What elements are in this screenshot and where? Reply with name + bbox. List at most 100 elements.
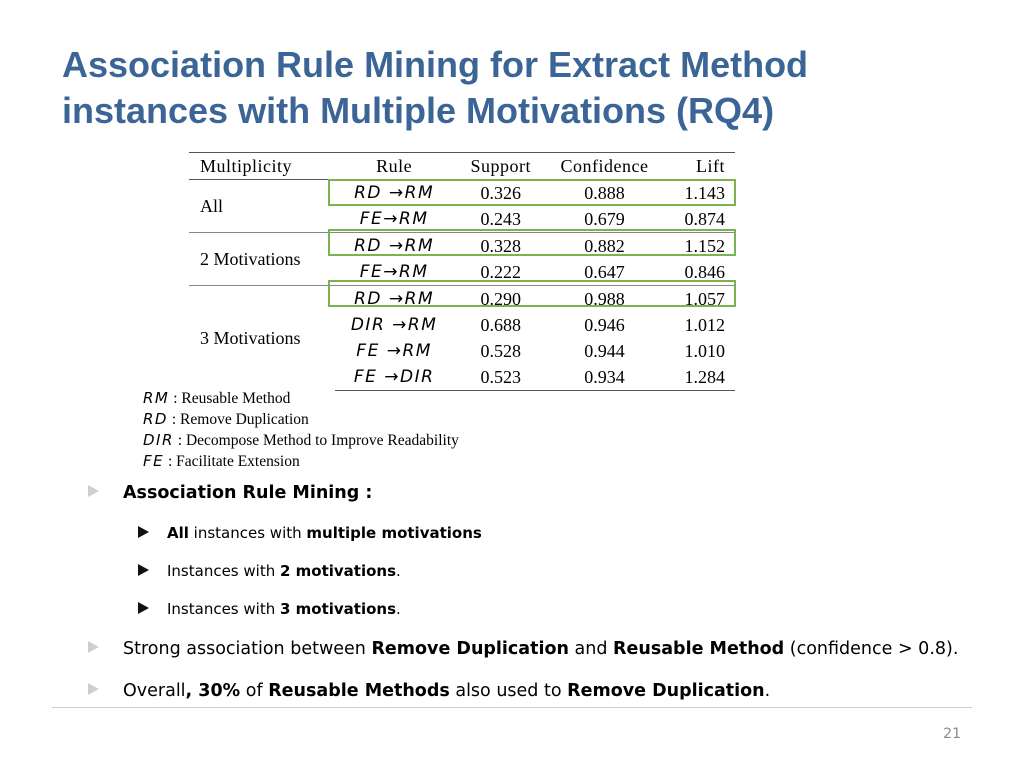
legend-item: RD : Remove Duplication [143, 409, 459, 430]
page-number: 21 [943, 726, 961, 742]
rule-cell: DIR →RM [350, 315, 438, 335]
bullet-association-rule-mining: Association Rule Mining : [88, 483, 372, 503]
bullet-text-bold: multiple motivations [306, 524, 482, 542]
group-label-2-motivations: 2 Motivations [189, 232, 335, 286]
lift-cell: 1.010 [684, 340, 726, 361]
table-row: FE→RM 0.222 0.647 0.846 [189, 259, 735, 286]
rule-cell: FE→RM [359, 209, 429, 229]
bullet-marker-icon [88, 485, 99, 497]
rule-cell: RD →RM [354, 289, 435, 309]
lift-cell: 1.057 [661, 285, 735, 312]
header-confidence: Confidence [547, 152, 662, 180]
lift-cell: 0.846 [684, 261, 726, 282]
table-header-row: Multiplicity Rule Support Confidence Lif… [189, 152, 735, 180]
subbullet-marker-icon [138, 602, 149, 614]
lift-cell: 0.874 [684, 208, 726, 229]
bullet-overall: Overall, 30% of Reusable Methods also us… [88, 681, 770, 701]
bullet-text-bold: Reusable Method [613, 639, 785, 659]
legend-text: : Decompose Method to Improve Readabilit… [177, 432, 459, 449]
header-support: Support [453, 152, 548, 180]
bullet-text: Instances with [167, 562, 280, 580]
lift-cell: 1.143 [661, 179, 735, 206]
support-cell: 0.328 [453, 232, 548, 259]
association-rules-table: Multiplicity Rule Support Confidence Lif… [189, 152, 735, 391]
support-cell: 0.243 [480, 208, 521, 229]
bullet-text: . [396, 562, 401, 580]
support-cell: 0.290 [453, 285, 548, 312]
bullet-marker-icon [88, 683, 99, 695]
slide-title-line1: Association Rule Mining for Extract Meth… [62, 44, 809, 85]
bullet-marker-icon [88, 641, 99, 653]
bullet-text: Overall [123, 681, 186, 701]
bullet-text-bold: Reusable Methods [268, 681, 450, 701]
table-row: 2 Motivations RD →RM 0.328 0.882 1.152 [189, 232, 735, 286]
bullet-text: . [764, 681, 771, 701]
confidence-cell: 0.647 [584, 261, 625, 282]
support-cell: 0.326 [453, 179, 548, 206]
legend-text: : Remove Duplication [171, 411, 309, 428]
rule-cell: RD →RM [354, 236, 435, 256]
confidence-cell: 0.888 [547, 179, 662, 206]
header-rule: Rule [334, 152, 454, 180]
support-cell: 0.528 [480, 340, 521, 361]
bullet-text-bold: Remove Duplication [567, 681, 765, 701]
bullet-text: (confidence > 0.8). [784, 639, 959, 659]
bullet-text: Strong association between [123, 639, 372, 659]
bullet-text-bold: Remove Duplication [371, 639, 569, 659]
bullet-text: and [568, 639, 614, 659]
footer-divider [52, 707, 972, 708]
header-lift: Lift [661, 152, 735, 180]
rule-cell: FE →RM [356, 341, 432, 361]
legend-item: RM : Reusable Method [143, 388, 459, 409]
lift-cell: 1.152 [661, 232, 735, 259]
support-cell: 0.688 [480, 314, 521, 335]
subbullet-2-motivations: Instances with 2 motivations. [138, 562, 401, 580]
legend-abbr: RM [143, 389, 170, 407]
table-row: FE →DIR 0.523 0.934 1.284 [189, 364, 735, 391]
subbullet-3-motivations: Instances with 3 motivations. [138, 600, 401, 618]
bullet-text-bold: 2 motivations [279, 562, 397, 580]
confidence-cell: 0.934 [547, 364, 662, 391]
table-row: All RD →RM 0.326 0.888 1.143 [189, 179, 735, 233]
bullet-text-bold: 3 motivations [279, 600, 397, 618]
bullet-text: . [396, 600, 401, 618]
confidence-cell: 0.679 [584, 208, 625, 229]
subbullet-all: All instances with multiple motivations [138, 524, 482, 542]
bullet-text: Instances with [167, 600, 280, 618]
legend-text: : Reusable Method [173, 390, 291, 407]
bullet-text-bold: Association Rule Mining : [123, 483, 373, 503]
support-cell: 0.523 [453, 364, 548, 391]
confidence-cell: 0.944 [584, 340, 625, 361]
confidence-cell: 0.882 [547, 232, 662, 259]
group-label-3-motivations: 3 Motivations [189, 285, 335, 391]
bullet-text: also used to [449, 681, 568, 701]
confidence-cell: 0.988 [547, 285, 662, 312]
lift-cell: 1.284 [661, 364, 735, 391]
legend-item: FE : Facilitate Extension [143, 451, 459, 472]
legend-abbr: FE [143, 452, 165, 470]
group-label-all: All [189, 179, 335, 233]
table-row: FE→RM 0.243 0.679 0.874 [189, 206, 735, 233]
legend-item: DIR : Decompose Method to Improve Readab… [143, 430, 459, 451]
subbullet-marker-icon [138, 526, 149, 538]
abbreviation-legend: RM : Reusable Method RD : Remove Duplica… [143, 388, 459, 472]
slide-title: Association Rule Mining for Extract Meth… [62, 42, 962, 134]
bullet-text: of [240, 681, 269, 701]
rule-cell: RD →RM [354, 183, 435, 203]
table-row: FE →RM 0.528 0.944 1.010 [189, 338, 735, 364]
rule-cell: FE →DIR [353, 367, 435, 387]
bullet-text-bold: All [167, 524, 189, 542]
header-multiplicity: Multiplicity [189, 152, 335, 180]
rule-cell: FE→RM [359, 262, 429, 282]
legend-abbr: RD [143, 410, 168, 428]
slide-title-line2: instances with Multiple Motivations (RQ4… [62, 90, 775, 131]
legend-abbr: DIR [143, 431, 174, 449]
bullet-text-bold: , 30% [185, 681, 241, 701]
table-row: DIR →RM 0.688 0.946 1.012 [189, 312, 735, 338]
table-row: 3 Motivations RD →RM 0.290 0.988 1.057 [189, 285, 735, 391]
lift-cell: 1.012 [684, 314, 726, 335]
bullet-strong-association: Strong association between Remove Duplic… [88, 639, 958, 659]
subbullet-marker-icon [138, 564, 149, 576]
bullet-text: instances with [188, 524, 307, 542]
confidence-cell: 0.946 [584, 314, 625, 335]
